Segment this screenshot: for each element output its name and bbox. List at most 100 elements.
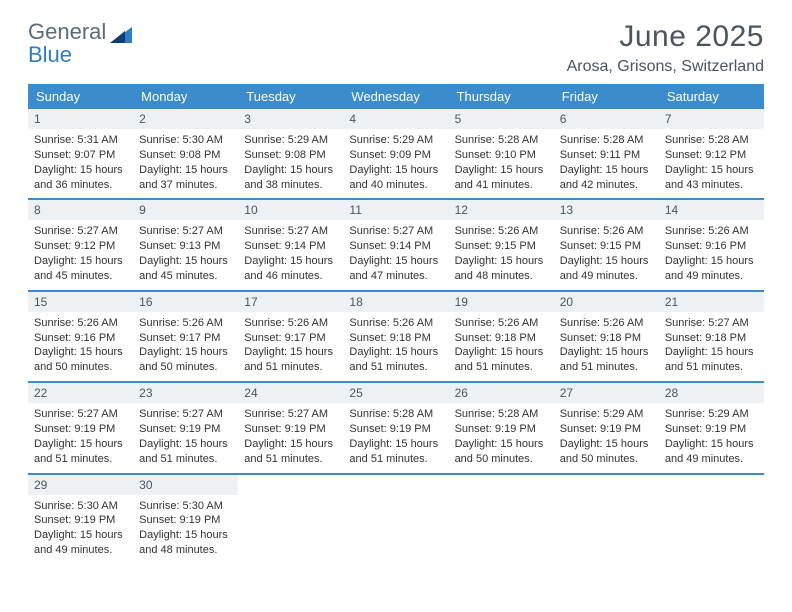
day-sunrise: Sunrise: 5:29 AM	[349, 133, 442, 148]
day-day1: Daylight: 15 hours	[560, 163, 653, 178]
dow-header: Sunday	[28, 84, 133, 109]
day-sunrise: Sunrise: 5:26 AM	[665, 224, 758, 239]
day-sunrise: Sunrise: 5:26 AM	[560, 316, 653, 331]
brand-mark-icon	[110, 24, 132, 40]
day-day2: and 51 minutes.	[244, 452, 337, 467]
day-cell: 7Sunrise: 5:28 AMSunset: 9:12 PMDaylight…	[659, 109, 764, 198]
day-day2: and 50 minutes.	[455, 452, 548, 467]
day-day1: Daylight: 15 hours	[34, 437, 127, 452]
day-day1: Daylight: 15 hours	[139, 437, 232, 452]
day-number: 19	[449, 292, 554, 312]
day-day1: Daylight: 15 hours	[349, 163, 442, 178]
day-day1: Daylight: 15 hours	[665, 163, 758, 178]
day-day2: and 41 minutes.	[455, 178, 548, 193]
day-number: 8	[28, 200, 133, 220]
day-day2: and 45 minutes.	[139, 269, 232, 284]
day-number: 10	[238, 200, 343, 220]
day-sunrise: Sunrise: 5:27 AM	[34, 224, 127, 239]
day-cell: 5Sunrise: 5:28 AMSunset: 9:10 PMDaylight…	[449, 109, 554, 198]
day-day1: Daylight: 15 hours	[560, 254, 653, 269]
day-details: Sunrise: 5:27 AMSunset: 9:19 PMDaylight:…	[28, 403, 133, 472]
day-day1: Daylight: 15 hours	[455, 345, 548, 360]
page-title: June 2025	[567, 20, 764, 54]
day-day1: Daylight: 15 hours	[139, 528, 232, 543]
day-details: Sunrise: 5:27 AMSunset: 9:19 PMDaylight:…	[238, 403, 343, 472]
day-cell: 28Sunrise: 5:29 AMSunset: 9:19 PMDayligh…	[659, 383, 764, 472]
day-sunset: Sunset: 9:19 PM	[139, 422, 232, 437]
day-number: 16	[133, 292, 238, 312]
day-number: 7	[659, 109, 764, 129]
day-sunset: Sunset: 9:13 PM	[139, 239, 232, 254]
day-number: 9	[133, 200, 238, 220]
day-sunrise: Sunrise: 5:28 AM	[665, 133, 758, 148]
day-details: Sunrise: 5:28 AMSunset: 9:19 PMDaylight:…	[343, 403, 448, 472]
day-details: Sunrise: 5:26 AMSunset: 9:15 PMDaylight:…	[449, 220, 554, 289]
day-number: 20	[554, 292, 659, 312]
day-number: 6	[554, 109, 659, 129]
day-sunset: Sunset: 9:11 PM	[560, 148, 653, 163]
day-sunrise: Sunrise: 5:30 AM	[139, 133, 232, 148]
brand-word-blue: Blue	[28, 43, 72, 66]
day-sunrise: Sunrise: 5:26 AM	[455, 316, 548, 331]
day-sunset: Sunset: 9:19 PM	[349, 422, 442, 437]
day-sunset: Sunset: 9:08 PM	[139, 148, 232, 163]
day-number: 17	[238, 292, 343, 312]
day-sunset: Sunset: 9:19 PM	[34, 513, 127, 528]
day-number: 30	[133, 475, 238, 495]
day-cell: 27Sunrise: 5:29 AMSunset: 9:19 PMDayligh…	[554, 383, 659, 472]
day-cell: 16Sunrise: 5:26 AMSunset: 9:17 PMDayligh…	[133, 292, 238, 381]
day-details: Sunrise: 5:27 AMSunset: 9:19 PMDaylight:…	[133, 403, 238, 472]
day-sunrise: Sunrise: 5:28 AM	[455, 133, 548, 148]
day-number: 23	[133, 383, 238, 403]
day-day2: and 43 minutes.	[665, 178, 758, 193]
brand-word-general: General	[28, 20, 106, 43]
day-cell: 6 Sunrise: 5:28 AMSunset: 9:11 PMDaylight…	[554, 109, 659, 198]
day-sunrise: Sunrise: 5:27 AM	[244, 224, 337, 239]
day-details: Sunrise: 5:26 AMSunset: 9:17 PMDaylight:…	[238, 312, 343, 381]
day-sunset: Sunset: 9:19 PM	[244, 422, 337, 437]
day-sunrise: Sunrise: 5:29 AM	[560, 407, 653, 422]
day-details: Sunrise: 5:27 AMSunset: 9:14 PMDaylight:…	[238, 220, 343, 289]
day-cell: 12Sunrise: 5:26 AMSunset: 9:15 PMDayligh…	[449, 200, 554, 289]
day-details: Sunrise: 5:26 AMSunset: 9:15 PMDaylight:…	[554, 220, 659, 289]
day-cell: 23Sunrise: 5:27 AMSunset: 9:19 PMDayligh…	[133, 383, 238, 472]
day-day1: Daylight: 15 hours	[139, 254, 232, 269]
day-cell: 25Sunrise: 5:28 AMSunset: 9:19 PMDayligh…	[343, 383, 448, 472]
day-details: Sunrise: 5:28 AMSunset: 9:12 PMDaylight:…	[659, 129, 764, 198]
day-sunset: Sunset: 9:16 PM	[34, 331, 127, 346]
day-details: Sunrise: 5:29 AMSunset: 9:19 PMDaylight:…	[554, 403, 659, 472]
day-day1: Daylight: 15 hours	[665, 254, 758, 269]
day-number: 25	[343, 383, 448, 403]
dow-header: Thursday	[449, 84, 554, 109]
day-day2: and 38 minutes.	[244, 178, 337, 193]
day-day2: and 49 minutes.	[34, 543, 127, 558]
day-cell: 15Sunrise: 5:26 AMSunset: 9:16 PMDayligh…	[28, 292, 133, 381]
day-day1: Daylight: 15 hours	[244, 345, 337, 360]
day-details: Sunrise: 5:28 AMSunset: 9:10 PMDaylight:…	[449, 129, 554, 198]
day-sunrise: Sunrise: 5:27 AM	[139, 407, 232, 422]
day-day2: and 45 minutes.	[34, 269, 127, 284]
brand-logo: General Blue	[28, 20, 132, 66]
day-cell: 4Sunrise: 5:29 AMSunset: 9:09 PMDaylight…	[343, 109, 448, 198]
day-sunrise: Sunrise: 5:27 AM	[34, 407, 127, 422]
day-day2: and 48 minutes.	[139, 543, 232, 558]
day-sunset: Sunset: 9:16 PM	[665, 239, 758, 254]
day-sunrise: Sunrise: 5:28 AM	[560, 133, 653, 148]
day-sunset: Sunset: 9:15 PM	[455, 239, 548, 254]
day-day1: Daylight: 15 hours	[665, 345, 758, 360]
day-day1: Daylight: 15 hours	[34, 345, 127, 360]
day-sunrise: Sunrise: 5:31 AM	[34, 133, 127, 148]
day-sunrise: Sunrise: 5:26 AM	[244, 316, 337, 331]
day-sunset: Sunset: 9:19 PM	[455, 422, 548, 437]
day-day1: Daylight: 15 hours	[34, 163, 127, 178]
day-day1: Daylight: 15 hours	[349, 254, 442, 269]
day-sunset: Sunset: 9:17 PM	[139, 331, 232, 346]
day-number: 29	[28, 475, 133, 495]
day-sunset: Sunset: 9:17 PM	[244, 331, 337, 346]
day-cell: 24Sunrise: 5:27 AMSunset: 9:19 PMDayligh…	[238, 383, 343, 472]
day-details: Sunrise: 5:26 AMSunset: 9:18 PMDaylight:…	[554, 312, 659, 381]
day-details: Sunrise: 5:26 AMSunset: 9:18 PMDaylight:…	[449, 312, 554, 381]
day-day2: and 51 minutes.	[349, 360, 442, 375]
day-number: 13	[554, 200, 659, 220]
day-sunrise: Sunrise: 5:26 AM	[560, 224, 653, 239]
